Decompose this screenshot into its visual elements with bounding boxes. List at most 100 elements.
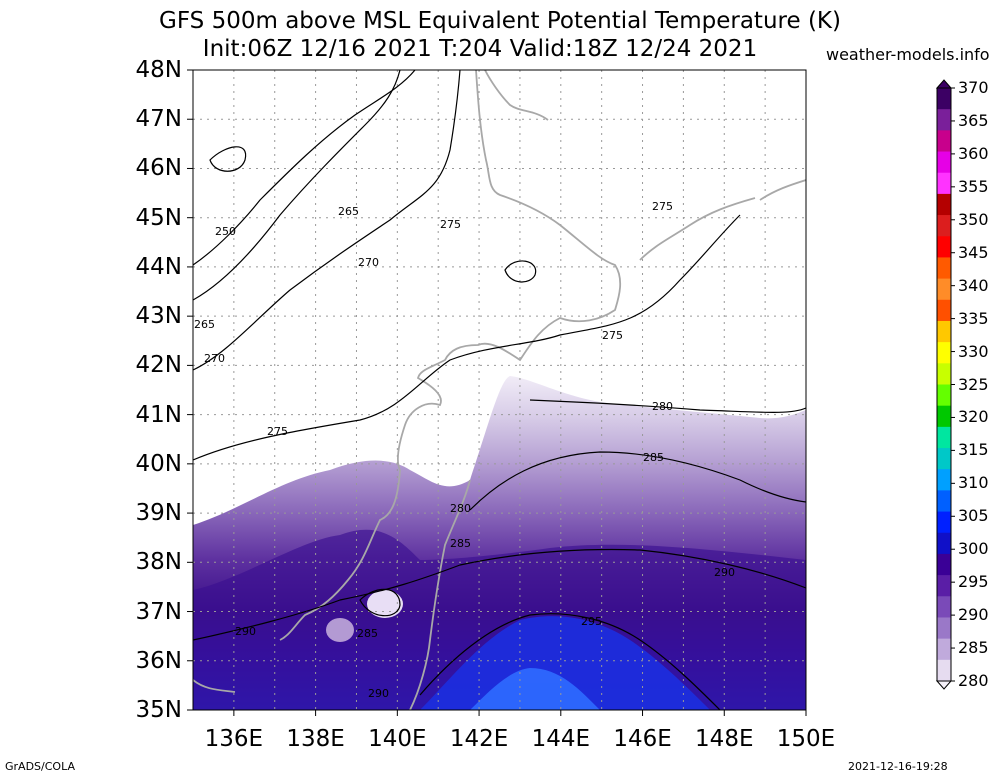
colorbar-swatch	[937, 193, 951, 216]
colorbar-label: 300	[958, 539, 989, 559]
colorbar-label: 340	[958, 275, 989, 295]
colorbar-swatch	[937, 638, 951, 661]
latitude-label: 40N	[135, 450, 182, 477]
longitude-label: 146E	[613, 726, 672, 752]
theta-e-shading-warmest	[470, 668, 600, 710]
theta-e-shading-pocket-2	[326, 618, 354, 642]
colorbar-swatch	[937, 596, 951, 618]
colorbar-swatch	[937, 88, 951, 110]
contour-label: 290	[714, 566, 735, 579]
colorbar-label: 280	[958, 671, 989, 690]
colorbar-swatch	[937, 109, 951, 131]
colorbar-swatch	[937, 236, 951, 258]
colorbar-label: 330	[958, 341, 989, 361]
site-credit: weather-models.info	[826, 45, 990, 64]
graticule	[193, 70, 806, 710]
colorbar-swatch	[937, 426, 951, 449]
isotherm-contours	[193, 70, 806, 710]
colorbar-label: 355	[958, 176, 989, 196]
latitude-label: 44N	[135, 253, 182, 280]
colorbar-swatch	[937, 469, 951, 491]
colorbar-label: 295	[958, 572, 989, 592]
colorbar-swatch	[937, 342, 951, 364]
colorbar-label: 320	[958, 407, 989, 427]
colorbar-swatch	[937, 490, 951, 513]
contour-label: 275	[267, 425, 288, 438]
colorbar-swatch	[937, 575, 951, 597]
footer-timestamp: 2021-12-16-19:28	[848, 760, 948, 773]
contour-label: 280	[652, 400, 673, 413]
colorbar-label: 350	[958, 209, 989, 229]
latitude-label: 42N	[135, 352, 182, 379]
latitude-label: 41N	[135, 401, 182, 428]
colorbar-label: 365	[958, 110, 989, 130]
colorbar-label: 360	[958, 143, 989, 163]
colorbar-swatch	[937, 617, 951, 640]
plot-frame	[192, 69, 807, 711]
colorbar-label: 315	[958, 440, 989, 460]
latitude-label: 43N	[135, 303, 182, 330]
longitude-label: 136E	[204, 726, 264, 752]
colorbar-swatch	[937, 257, 951, 280]
latitude-label: 36N	[135, 647, 182, 674]
contour-label: 285	[450, 537, 471, 550]
chart-title: GFS 500m above MSL Equivalent Potential …	[159, 8, 841, 34]
contour-label: 280	[450, 502, 471, 515]
footer-software: GrADS/COLA	[5, 760, 75, 773]
colorbar-swatch	[937, 278, 951, 301]
contour-label: 270	[358, 256, 379, 269]
chart-subtitle: Init:06Z 12/16 2021 T:204 Valid:18Z 12/2…	[202, 36, 758, 62]
colorbar-swatch	[937, 553, 951, 576]
colorbar-swatch	[937, 384, 951, 407]
latitude-label: 39N	[135, 500, 182, 527]
longitude-label: 150E	[776, 726, 836, 752]
contour-label: 250	[215, 225, 236, 238]
colorbar-label: 335	[958, 308, 989, 328]
colorbar-label: 305	[958, 506, 989, 526]
contour-label: 295	[581, 615, 602, 628]
colorbar-label: 290	[958, 605, 989, 625]
coastlines	[193, 70, 806, 710]
latitude-label: 48N	[135, 57, 182, 83]
theta-e-shading-warm	[420, 616, 710, 710]
contour-label: 270	[204, 352, 225, 365]
latitude-label: 46N	[135, 155, 182, 182]
contour-label: 265	[338, 205, 359, 218]
contour-label: 275	[652, 200, 673, 213]
axis-ticks	[187, 69, 807, 716]
contour-label: 290	[368, 687, 389, 700]
longitude-label: 140E	[368, 726, 427, 752]
colorbar-label: 370	[958, 78, 989, 97]
colorbar-swatch	[937, 172, 951, 195]
colorbar-swatch	[937, 363, 951, 385]
latitude-label: 47N	[135, 106, 182, 133]
longitude-label: 138E	[286, 726, 345, 752]
colorbar-label: 285	[958, 638, 989, 658]
colorbar-swatch	[937, 320, 951, 343]
colorbar-label: 310	[958, 473, 989, 493]
colorbar-swatch	[937, 448, 951, 470]
longitude-label: 142E	[449, 726, 509, 752]
contour-label: 275	[602, 329, 623, 342]
colorbar	[935, 79, 955, 690]
colorbar-swatch	[937, 215, 951, 237]
longitude-label: 148E	[695, 726, 754, 752]
theta-e-shading-pocket	[367, 590, 403, 618]
latitude-label: 45N	[135, 204, 182, 231]
contour-label: 275	[440, 218, 461, 231]
latitude-label: 38N	[135, 549, 182, 576]
contour-label: 265	[194, 318, 215, 331]
colorbar-label: 325	[958, 374, 989, 394]
contour-label: 285	[643, 451, 664, 464]
colorbar-swatch	[937, 130, 951, 153]
colorbar-swatch	[937, 511, 951, 534]
colorbar-swatch	[937, 299, 951, 322]
colorbar-swatch	[937, 532, 951, 555]
latitude-label: 37N	[135, 598, 182, 625]
longitude-label: 144E	[531, 726, 591, 752]
colorbar-swatch	[937, 151, 951, 174]
colorbar-label: 345	[958, 242, 989, 262]
colorbar-swatch	[937, 659, 951, 682]
colorbar-swatch	[937, 405, 951, 428]
